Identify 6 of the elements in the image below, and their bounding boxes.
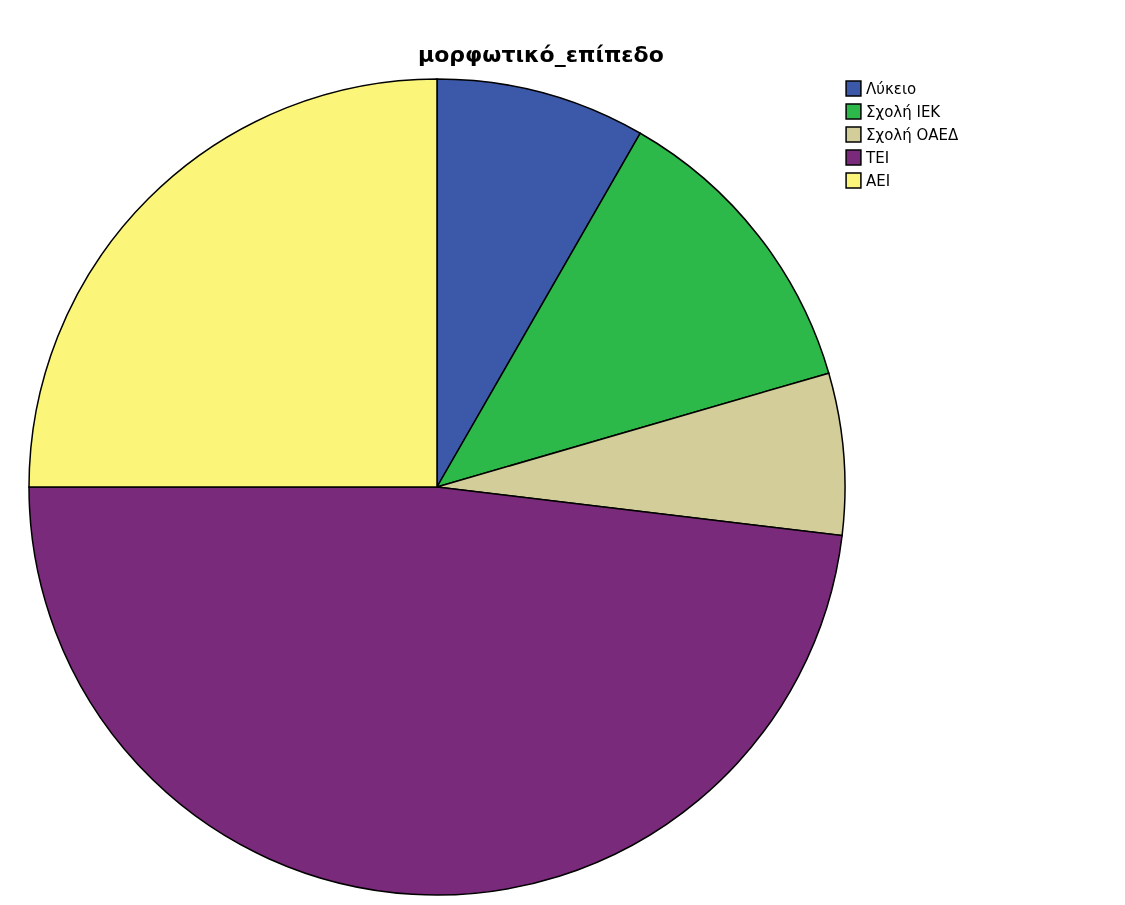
legend-label: ΤΕΙ: [865, 148, 890, 167]
legend-label: Σχολή ΙΕΚ: [866, 102, 942, 121]
legend-label: Λύκειο: [866, 79, 917, 98]
legend-label: ΑΕΙ: [866, 171, 891, 190]
legend-label: Σχολή ΟΑΕΔ: [866, 125, 960, 144]
chart-title: μορφωτικό_επίπεδο: [418, 42, 664, 67]
